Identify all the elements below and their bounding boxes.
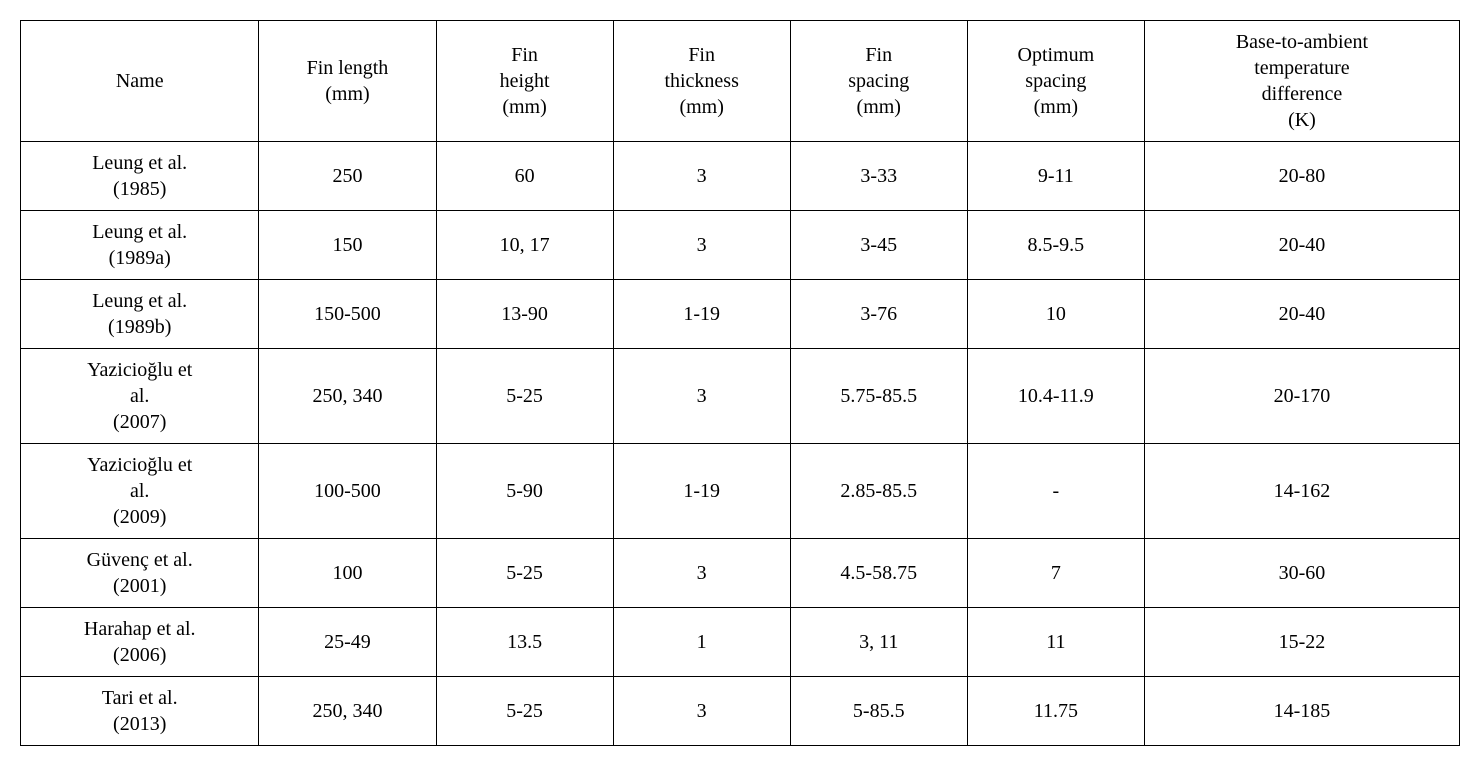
cell-fin-length: 250	[259, 142, 436, 211]
cell-optimum-spacing: 9-11	[967, 142, 1144, 211]
table-row: Tari et al.(2013)250, 3405-2535-85.511.7…	[21, 677, 1460, 746]
cell-optimum-spacing: 11	[967, 608, 1144, 677]
cell-fin-thickness: 1-19	[613, 444, 790, 539]
cell-fin-spacing: 3, 11	[790, 608, 967, 677]
header-optimum-spacing: Optimumspacing(mm)	[967, 21, 1144, 142]
cell-fin-length: 250, 340	[259, 677, 436, 746]
header-fin-spacing: Finspacing(mm)	[790, 21, 967, 142]
table-row: Yazicioğlu etal.(2007)250, 3405-2535.75-…	[21, 349, 1460, 444]
cell-fin-height: 5-25	[436, 539, 613, 608]
cell-fin-spacing: 5-85.5	[790, 677, 967, 746]
cell-temp-diff: 30-60	[1144, 539, 1459, 608]
header-row: Name Fin length(mm) Finheight(mm) Finthi…	[21, 21, 1460, 142]
cell-fin-length: 250, 340	[259, 349, 436, 444]
header-name: Name	[21, 21, 259, 142]
cell-optimum-spacing: 8.5-9.5	[967, 211, 1144, 280]
cell-name: Harahap et al.(2006)	[21, 608, 259, 677]
cell-fin-spacing: 2.85-85.5	[790, 444, 967, 539]
cell-name: Leung et al.(1985)	[21, 142, 259, 211]
cell-fin-height: 5-25	[436, 349, 613, 444]
cell-fin-thickness: 3	[613, 211, 790, 280]
table-row: Leung et al.(1989b)150-50013-901-193-761…	[21, 280, 1460, 349]
cell-fin-height: 5-90	[436, 444, 613, 539]
cell-fin-thickness: 1-19	[613, 280, 790, 349]
cell-name: Leung et al.(1989b)	[21, 280, 259, 349]
cell-temp-diff: 15-22	[1144, 608, 1459, 677]
cell-fin-length: 100	[259, 539, 436, 608]
cell-fin-thickness: 3	[613, 142, 790, 211]
table-header: Name Fin length(mm) Finheight(mm) Finthi…	[21, 21, 1460, 142]
cell-fin-length: 150-500	[259, 280, 436, 349]
cell-fin-height: 13-90	[436, 280, 613, 349]
cell-fin-thickness: 3	[613, 539, 790, 608]
cell-fin-thickness: 3	[613, 349, 790, 444]
cell-fin-spacing: 3-33	[790, 142, 967, 211]
cell-name: Leung et al.(1989a)	[21, 211, 259, 280]
cell-optimum-spacing: 10	[967, 280, 1144, 349]
table-row: Leung et al.(1985)2506033-339-1120-80	[21, 142, 1460, 211]
header-fin-length: Fin length(mm)	[259, 21, 436, 142]
cell-fin-thickness: 1	[613, 608, 790, 677]
cell-fin-height: 5-25	[436, 677, 613, 746]
header-temp-diff: Base-to-ambienttemperaturedifference(K)	[1144, 21, 1459, 142]
cell-temp-diff: 20-170	[1144, 349, 1459, 444]
fin-parameters-table: Name Fin length(mm) Finheight(mm) Finthi…	[20, 20, 1460, 746]
cell-fin-height: 13.5	[436, 608, 613, 677]
cell-name: Tari et al.(2013)	[21, 677, 259, 746]
cell-optimum-spacing: 11.75	[967, 677, 1144, 746]
cell-fin-length: 150	[259, 211, 436, 280]
table-row: Yazicioğlu etal.(2009)100-5005-901-192.8…	[21, 444, 1460, 539]
table-row: Leung et al.(1989a)15010, 1733-458.5-9.5…	[21, 211, 1460, 280]
header-fin-thickness: Finthickness(mm)	[613, 21, 790, 142]
cell-fin-spacing: 4.5-58.75	[790, 539, 967, 608]
cell-name: Yazicioğlu etal.(2007)	[21, 349, 259, 444]
cell-fin-height: 10, 17	[436, 211, 613, 280]
cell-fin-height: 60	[436, 142, 613, 211]
cell-temp-diff: 20-80	[1144, 142, 1459, 211]
cell-fin-length: 25-49	[259, 608, 436, 677]
cell-fin-spacing: 5.75-85.5	[790, 349, 967, 444]
cell-temp-diff: 20-40	[1144, 280, 1459, 349]
cell-name: Güvenç et al.(2001)	[21, 539, 259, 608]
cell-fin-length: 100-500	[259, 444, 436, 539]
cell-fin-spacing: 3-45	[790, 211, 967, 280]
table-row: Harahap et al.(2006)25-4913.513, 111115-…	[21, 608, 1460, 677]
cell-optimum-spacing: -	[967, 444, 1144, 539]
cell-optimum-spacing: 10.4-11.9	[967, 349, 1144, 444]
cell-fin-thickness: 3	[613, 677, 790, 746]
cell-name: Yazicioğlu etal.(2009)	[21, 444, 259, 539]
cell-fin-spacing: 3-76	[790, 280, 967, 349]
table-row: Güvenç et al.(2001)1005-2534.5-58.75730-…	[21, 539, 1460, 608]
header-fin-height: Finheight(mm)	[436, 21, 613, 142]
cell-temp-diff: 20-40	[1144, 211, 1459, 280]
cell-optimum-spacing: 7	[967, 539, 1144, 608]
cell-temp-diff: 14-162	[1144, 444, 1459, 539]
table-body: Leung et al.(1985)2506033-339-1120-80Leu…	[21, 142, 1460, 746]
cell-temp-diff: 14-185	[1144, 677, 1459, 746]
